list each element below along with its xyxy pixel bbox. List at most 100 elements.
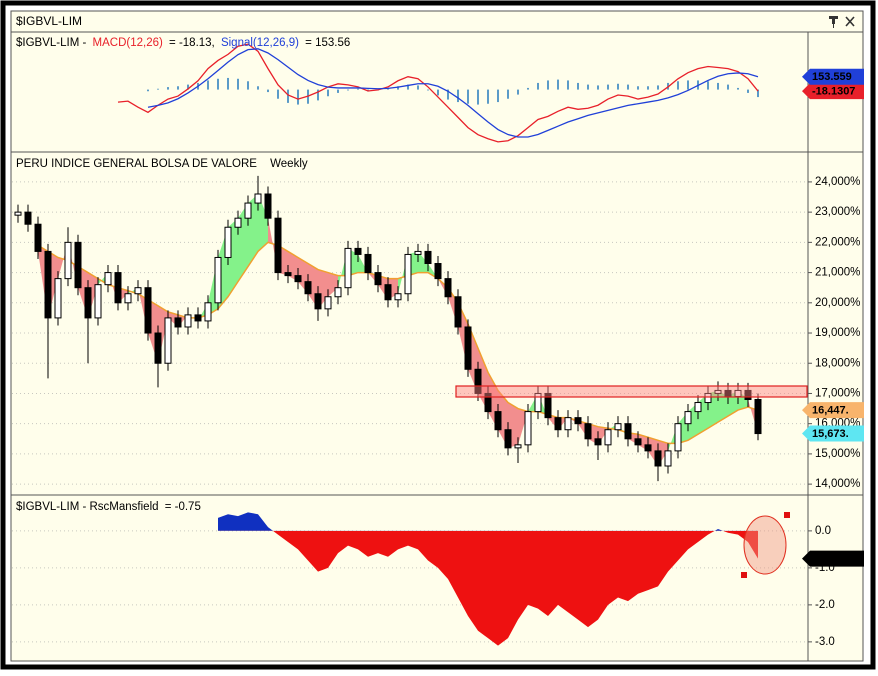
candle-body xyxy=(184,314,192,328)
rsc-area xyxy=(218,512,724,531)
y-tick-label: 21,000% xyxy=(815,267,860,279)
candle-body xyxy=(194,314,202,322)
candle-body xyxy=(174,317,182,328)
candle-body xyxy=(714,389,722,394)
candle-body xyxy=(214,256,222,304)
candle-body xyxy=(124,293,132,304)
candle-body xyxy=(234,217,242,228)
candle-body xyxy=(744,389,752,401)
ma-fill xyxy=(398,254,408,294)
candle-body xyxy=(134,287,142,295)
candle-body xyxy=(704,392,712,404)
candle-body xyxy=(644,444,652,452)
candle-body xyxy=(354,247,362,255)
period: Weekly xyxy=(270,158,308,170)
candle-body xyxy=(534,392,542,413)
y-tick-label: 20,000% xyxy=(815,297,860,309)
candle-body xyxy=(114,272,122,304)
marker xyxy=(784,512,790,518)
value-tag xyxy=(802,425,864,442)
candle-body xyxy=(454,296,462,328)
marker xyxy=(741,572,747,578)
value-tag-label: 153.559 xyxy=(812,71,852,83)
candle-body xyxy=(334,287,342,298)
candle-body xyxy=(634,438,642,446)
window-title: $IGBVL-LIM xyxy=(16,14,82,28)
y-tick-label: 17,000% xyxy=(815,387,860,399)
candle-body xyxy=(14,211,22,216)
candle-body xyxy=(404,253,412,295)
ma-fill xyxy=(718,390,728,423)
value-tag-label: -18.1307 xyxy=(812,86,855,98)
candle-body xyxy=(374,272,382,286)
panel-title: $IGBVL-LIM - xyxy=(16,37,86,49)
candle-body xyxy=(274,217,282,274)
candle-body xyxy=(524,411,532,446)
candle-body xyxy=(444,278,452,298)
y-tick-label: 18,000% xyxy=(815,357,860,369)
candle-body xyxy=(414,250,422,255)
candle-body xyxy=(674,423,682,452)
y-tick-label: -3.0 xyxy=(815,636,835,648)
ma-fill xyxy=(108,272,118,303)
value-tag xyxy=(802,402,864,419)
y-tick-label: 19,000% xyxy=(815,327,860,339)
candle-body xyxy=(514,444,522,449)
close-button[interactable] xyxy=(845,16,855,27)
y-tick-label: 22,000% xyxy=(815,236,860,248)
candle-body xyxy=(364,253,372,274)
candle-body xyxy=(324,296,332,310)
candle-body xyxy=(264,193,272,219)
candle-body xyxy=(344,247,352,289)
panel-title: $IGBVL-LIM - RscMansfield xyxy=(16,501,159,513)
candle-body xyxy=(504,429,512,449)
candle-body xyxy=(424,250,432,265)
highlight-circle xyxy=(743,515,787,575)
value-tag-label: -0.74931 xyxy=(812,553,855,565)
pin-button[interactable] xyxy=(829,16,838,28)
y-tick-label: 15,000% xyxy=(815,448,860,460)
candle-body xyxy=(244,202,252,219)
candle-body xyxy=(664,450,672,467)
candle-body xyxy=(74,241,82,289)
value-tag xyxy=(802,68,864,85)
candle-body xyxy=(84,287,92,319)
candle-body xyxy=(224,226,232,258)
macd-line xyxy=(147,48,759,138)
candle-body xyxy=(484,392,492,413)
value-tag xyxy=(802,83,864,100)
candle-body xyxy=(604,429,612,446)
readout: = -18.13, xyxy=(169,37,215,49)
candle-body xyxy=(54,278,62,319)
candle-body xyxy=(154,332,162,364)
ma-fill xyxy=(418,251,428,273)
candle-body xyxy=(694,402,702,413)
rsc-title: $IGBVL-LIM - RscMansfield = -0.75 xyxy=(16,501,201,513)
value-tag-label: 16,447. xyxy=(812,405,849,417)
candle-body xyxy=(654,450,662,467)
candle-body xyxy=(24,211,32,225)
candle-body xyxy=(614,423,622,431)
price-plot xyxy=(14,175,762,482)
value-tag xyxy=(802,550,864,567)
candle-body xyxy=(94,284,102,319)
candle-body xyxy=(554,417,562,431)
y-tick-label: 0.0 xyxy=(815,525,831,537)
candle-body xyxy=(624,423,632,440)
candle-body xyxy=(474,368,482,394)
panel-title: PERU INDICE GENERAL BOLSA DE VALORE xyxy=(16,158,257,170)
candle-body xyxy=(544,392,552,419)
readout: = -0.75 xyxy=(165,501,201,513)
candle-body xyxy=(44,250,52,319)
y-tick-label: 24,000% xyxy=(815,176,860,188)
candle-body xyxy=(254,193,262,204)
candle-body xyxy=(754,399,762,435)
candle-body xyxy=(394,293,402,301)
rsc-area xyxy=(218,530,758,646)
candle-body xyxy=(384,284,392,301)
plot-layers xyxy=(12,43,807,646)
candle-body xyxy=(64,241,72,280)
candle-body xyxy=(464,326,472,370)
candle-body xyxy=(684,411,692,425)
